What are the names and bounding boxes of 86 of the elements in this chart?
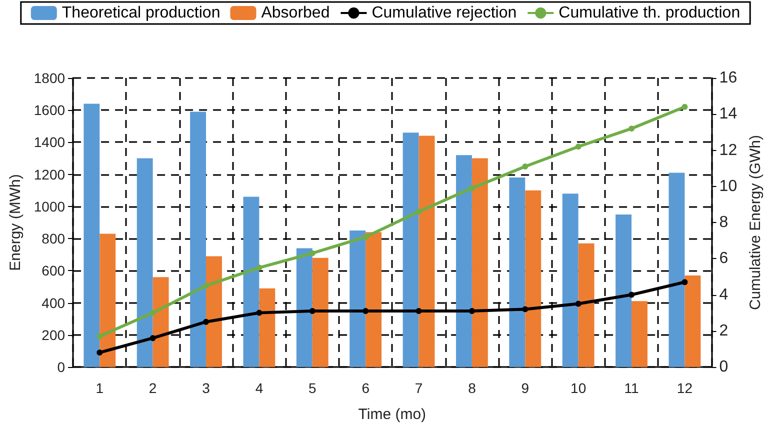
y2-tick-label: 4: [719, 286, 728, 304]
point: [309, 250, 316, 256]
x-tick-label: 6: [362, 380, 370, 396]
bar: [296, 248, 312, 367]
bar: [152, 277, 169, 367]
point: [468, 185, 475, 192]
point: [96, 350, 103, 356]
x-tick-label: 9: [521, 380, 530, 396]
point: [203, 282, 210, 289]
bar: [259, 288, 276, 367]
legend-label: Theoretical production: [62, 4, 220, 22]
x-tick-label: 11: [624, 380, 639, 396]
point: [522, 164, 528, 170]
bar: [562, 194, 578, 367]
bar: [578, 243, 594, 367]
bar: [402, 132, 419, 367]
point: [575, 300, 582, 307]
point: [522, 306, 528, 312]
legend-label: Absorbed: [261, 4, 330, 22]
bar: [366, 232, 382, 367]
y-tick-label: 200: [42, 326, 66, 343]
y-tick-label: 1200: [34, 166, 66, 182]
x-tick-label: 12: [676, 380, 693, 396]
bar: [632, 301, 648, 367]
y2-tick-label: 10: [719, 178, 738, 195]
point: [203, 318, 210, 325]
legend-label: Cumulative rejection: [372, 4, 517, 22]
bar: [206, 256, 222, 367]
bar: [190, 112, 206, 367]
bar: [472, 158, 488, 367]
point: [150, 335, 156, 342]
y2-tick-label: 2: [719, 322, 728, 340]
x-tick-label: 1: [96, 380, 104, 396]
point: [468, 308, 475, 314]
x-tick-label: 10: [570, 380, 586, 396]
bar: [668, 172, 685, 367]
x-tick-label: 2: [148, 380, 157, 396]
x-axis-title: Time (mo): [358, 406, 426, 423]
point: [416, 208, 422, 215]
x-tick-label: 4: [255, 380, 264, 396]
point: [150, 310, 156, 316]
point: [309, 308, 316, 314]
y2-tick-label: 8: [719, 214, 728, 231]
point: [362, 308, 369, 314]
x-tick-label: 5: [308, 380, 316, 396]
bar: [84, 104, 100, 367]
bar: [312, 258, 328, 367]
point: [362, 234, 369, 240]
y2-tick-label: 16: [719, 70, 738, 86]
x-tick-label: 3: [202, 380, 210, 396]
bar: [136, 158, 153, 367]
y-tick-label: 400: [42, 294, 66, 311]
bar: [509, 178, 526, 367]
y-tick-label: 1800: [34, 70, 66, 86]
y-tick-label: 1400: [34, 134, 66, 150]
bar: [684, 275, 701, 367]
point: [682, 104, 688, 110]
y-tick-label: 800: [42, 230, 66, 247]
y-tick-label: 600: [42, 262, 66, 279]
y-tick-label: 1000: [34, 198, 66, 214]
bar: [350, 230, 366, 367]
point: [628, 292, 635, 298]
point: [256, 310, 262, 316]
bar: [616, 214, 632, 367]
point: [96, 333, 103, 340]
point: [256, 264, 262, 271]
point: [628, 126, 635, 132]
bar: [525, 190, 542, 367]
bar: [100, 234, 116, 367]
legend-label: Cumulative th. production: [558, 4, 740, 22]
y2-tick-label: 6: [719, 250, 728, 268]
x-tick-label: 7: [414, 380, 423, 396]
y2-axis-title: Cumulative Energy (GWh): [747, 134, 764, 310]
point: [416, 308, 422, 314]
y2-tick-label: 0: [719, 358, 728, 376]
bar: [418, 136, 435, 367]
y-tick-label: 0: [57, 359, 66, 375]
y-axis-title: Energy (MWh): [7, 174, 24, 271]
y2-tick-label: 14: [719, 106, 738, 123]
x-tick-label: 8: [468, 380, 476, 396]
point: [575, 144, 582, 150]
y-tick-label: 1600: [34, 102, 66, 118]
bar: [456, 155, 472, 367]
point: [682, 279, 688, 286]
y2-tick-label: 12: [719, 142, 738, 159]
bar: [243, 196, 260, 367]
